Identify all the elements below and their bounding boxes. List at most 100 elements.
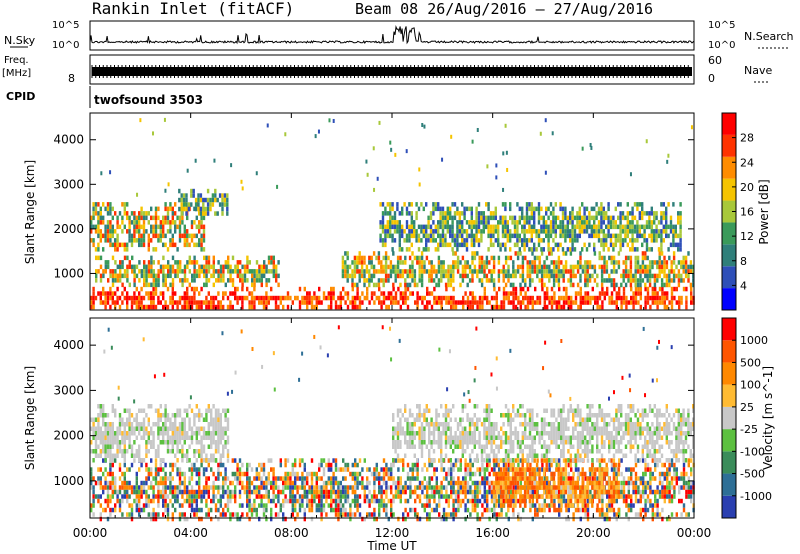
range-cell xyxy=(569,238,572,243)
range-cell xyxy=(150,471,153,477)
range-cell xyxy=(639,295,642,301)
range-cell xyxy=(471,291,474,296)
range-cell xyxy=(687,476,690,481)
range-cell xyxy=(171,286,174,292)
range-cell xyxy=(444,211,447,216)
range-cell xyxy=(231,304,234,310)
range-cell xyxy=(569,282,573,288)
range-cell xyxy=(234,291,237,296)
range-cell xyxy=(615,467,618,472)
range-cell xyxy=(677,260,681,265)
range-cell xyxy=(133,211,136,216)
range-cell xyxy=(334,462,338,468)
range-cell xyxy=(401,247,404,252)
range-cell xyxy=(246,260,249,265)
range-cell xyxy=(521,215,524,221)
range-cell xyxy=(339,498,342,504)
range-cell xyxy=(284,494,287,499)
range-cell xyxy=(682,480,686,486)
range-cell xyxy=(157,278,160,283)
range-cell xyxy=(569,247,572,252)
range-cell xyxy=(143,278,146,283)
range-cell xyxy=(289,494,292,499)
range-cell xyxy=(639,494,642,499)
range-cell xyxy=(473,264,477,270)
range-cell xyxy=(633,247,637,252)
range-cell xyxy=(92,242,95,248)
range-cell xyxy=(142,233,146,239)
range-cell xyxy=(387,498,390,504)
range-cell xyxy=(631,233,634,239)
range-cell xyxy=(498,494,501,499)
range-cell xyxy=(656,295,659,301)
range-cell xyxy=(638,224,641,230)
range-cell xyxy=(656,264,659,270)
range-cell xyxy=(210,264,213,270)
range-cell xyxy=(152,247,155,252)
range-cell xyxy=(265,291,268,296)
range-cell xyxy=(494,229,497,234)
range-cell xyxy=(248,260,251,265)
range-cell xyxy=(493,462,496,468)
range-cell xyxy=(313,471,316,477)
range-cell xyxy=(337,503,340,508)
range-cell xyxy=(492,211,495,216)
range-cell xyxy=(567,485,570,490)
range-cell xyxy=(663,269,666,274)
range-cell xyxy=(656,260,659,265)
range-cell xyxy=(358,278,361,283)
range-cell xyxy=(106,202,110,207)
range-cell xyxy=(433,489,436,495)
range-cell xyxy=(453,211,457,216)
range-cell xyxy=(373,494,376,499)
range-cell xyxy=(128,215,131,221)
range-cell xyxy=(545,233,548,239)
range-cell xyxy=(557,264,561,270)
range-cell xyxy=(241,264,244,270)
range-cell xyxy=(195,304,198,310)
range-cell xyxy=(478,498,482,504)
range-cell xyxy=(660,278,664,283)
range-cell xyxy=(231,255,235,261)
range-cell xyxy=(509,282,513,288)
range-cell xyxy=(442,295,446,301)
range-cell xyxy=(565,516,568,522)
range-cell xyxy=(349,512,352,517)
range-cell xyxy=(553,300,556,305)
range-cell xyxy=(665,224,668,230)
range-cell xyxy=(320,458,323,463)
range-cell xyxy=(231,494,234,499)
range-cell xyxy=(199,211,203,216)
range-cell xyxy=(248,462,251,468)
range-cell xyxy=(442,476,446,481)
range-cell xyxy=(138,233,141,239)
range-cell xyxy=(452,300,455,305)
range-cell xyxy=(542,238,545,243)
range-cell xyxy=(126,242,129,248)
range-cell xyxy=(425,269,429,274)
range-cell xyxy=(339,494,342,499)
range-cell xyxy=(243,485,246,490)
range-cell xyxy=(353,282,357,288)
range-cell xyxy=(272,255,275,261)
range-cell xyxy=(145,264,148,270)
range-cell xyxy=(294,462,297,468)
range-cell xyxy=(610,260,613,265)
range-cell xyxy=(298,494,302,499)
range-cell xyxy=(154,206,158,212)
range-cell xyxy=(138,238,141,243)
range-cell xyxy=(630,480,633,486)
range-cell xyxy=(260,295,263,301)
range-cell xyxy=(277,295,280,301)
range-cell xyxy=(540,273,544,279)
range-cell xyxy=(267,476,270,481)
range-cell xyxy=(449,206,452,212)
range-cell xyxy=(289,485,292,490)
range-cell xyxy=(622,498,626,504)
range-cell xyxy=(279,489,282,495)
range-cell xyxy=(277,304,280,310)
range-cell xyxy=(210,300,213,305)
range-cell xyxy=(212,471,215,477)
range-cell xyxy=(509,233,512,239)
range-cell xyxy=(382,269,385,274)
